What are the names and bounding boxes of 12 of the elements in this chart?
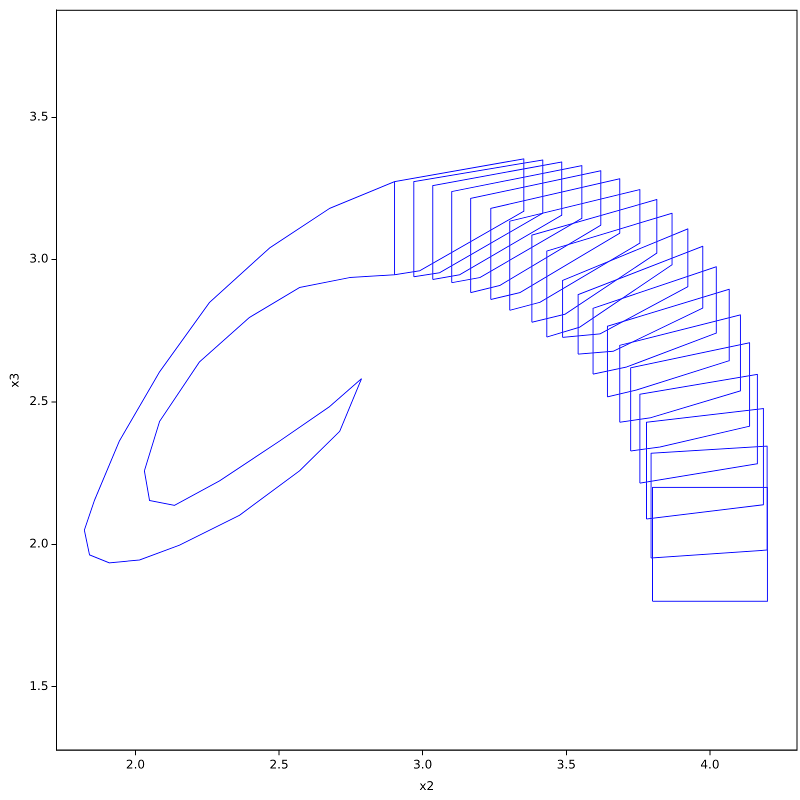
y-tick-label: 1.5 bbox=[29, 678, 48, 693]
x-tick-label: 4.0 bbox=[700, 758, 720, 772]
y-axis-title: x3 bbox=[7, 372, 22, 388]
x-tick-label: 3.5 bbox=[556, 758, 576, 772]
y-tick-label: 3.0 bbox=[29, 252, 48, 266]
y-tick-label: 2.5 bbox=[29, 394, 48, 408]
x-tick-label: 3.0 bbox=[413, 758, 432, 772]
y-tick-label: 3.5 bbox=[29, 109, 48, 124]
x-tick-label: 2.5 bbox=[270, 758, 289, 772]
x-tick-label: 2.0 bbox=[126, 758, 146, 772]
y-tick-label: 2.0 bbox=[29, 536, 48, 550]
x-axis-title: x2 bbox=[419, 778, 434, 793]
